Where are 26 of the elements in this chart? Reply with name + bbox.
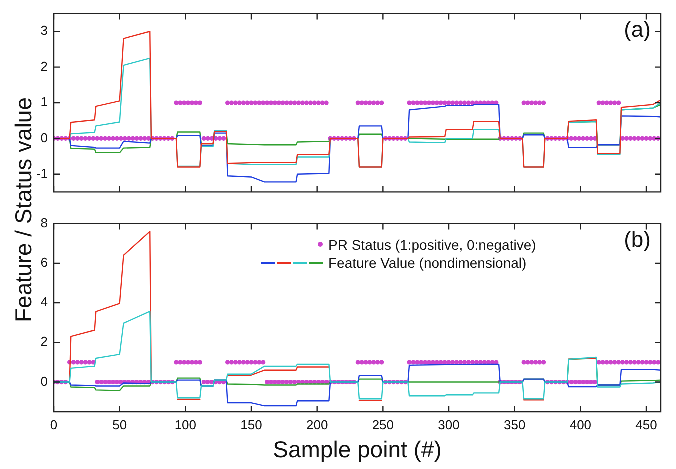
x-tick-label: 100 (174, 417, 197, 432)
x-tick-label: 50 (112, 417, 128, 432)
y-axis-title: Feature / Status value (10, 97, 37, 323)
y-tick-label: 8 (40, 215, 48, 230)
x-tick-label: 0 (50, 417, 58, 432)
y-tick-label: 1 (40, 94, 48, 110)
x-tick-label: 350 (504, 417, 526, 432)
x-tick-label: 150 (240, 417, 262, 432)
y-tick-label: 2 (40, 334, 48, 350)
y-tick-label: 6 (40, 255, 48, 270)
x-tick-label: 300 (438, 417, 460, 432)
annotation: (b) (624, 226, 651, 252)
y-tick-label: 0 (40, 130, 48, 146)
legend-label: PR Status (1:positive, 0:negative) (328, 236, 536, 254)
y-tick-label: 4 (40, 294, 48, 310)
x-tick-label: 400 (570, 417, 592, 432)
x-tick-label: 450 (636, 417, 658, 432)
y-tick-label: -1 (36, 166, 48, 181)
annotation: (a) (624, 16, 651, 42)
y-tick-label: 0 (40, 374, 48, 389)
legend-label: Feature Value (nondimensional) (328, 254, 527, 272)
y-tick-label: 2 (40, 58, 48, 74)
y-tick-label: 3 (40, 23, 48, 38)
x-tick-label: 200 (306, 417, 328, 432)
x-axis-title: Sample point (#) (273, 436, 442, 463)
x-tick-label: 250 (372, 417, 394, 432)
